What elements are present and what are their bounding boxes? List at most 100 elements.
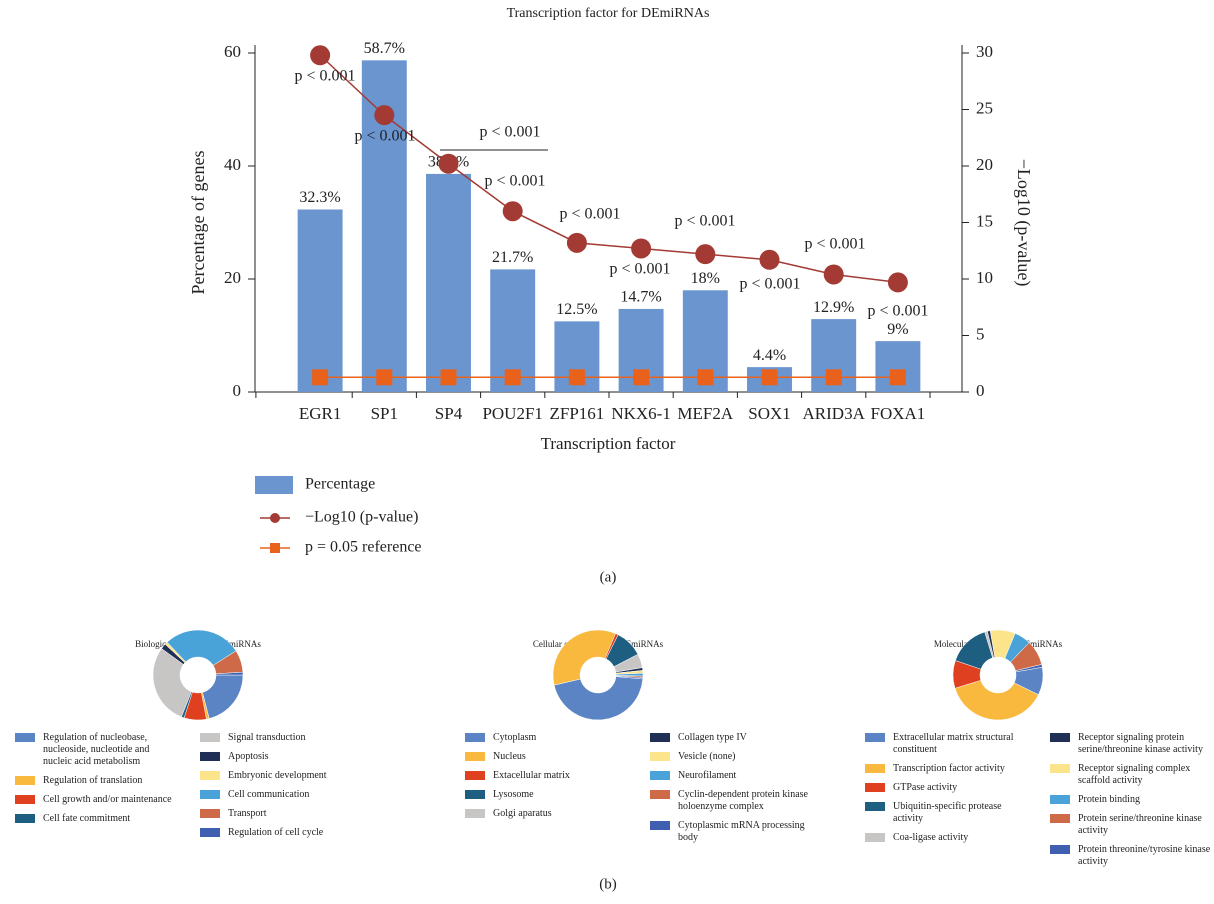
line-point: [374, 105, 395, 126]
legend-swatch: [465, 771, 485, 780]
legend-swatch: [15, 776, 35, 785]
legend-label: Transcription factor activity: [893, 763, 1005, 774]
legend-label: Regulation of translation: [43, 775, 143, 786]
x-tick-label: SP4: [435, 404, 463, 423]
y2-tick-label: 0: [976, 381, 985, 400]
legend-label: Neurofilament: [678, 770, 737, 781]
line-point: [438, 153, 459, 174]
y2-tick-label: 25: [976, 98, 993, 117]
legend-item: Embryonic development: [200, 770, 363, 782]
legend-item: Cytoplasmic mRNA processing body: [650, 820, 813, 844]
legend-swatch: [465, 809, 485, 818]
line-point: [823, 264, 844, 285]
legend-label: Coa-ligase activity: [893, 832, 969, 843]
bar-value-label: 14.7%: [620, 289, 661, 306]
pie-slice: [954, 680, 1039, 721]
legend-marker: [270, 543, 280, 553]
legend-item: Cell communication: [200, 789, 363, 801]
y-tick-label: 20: [224, 268, 241, 287]
legend-item: GTPase activity: [865, 782, 1028, 794]
legend-item: Cytoplasm: [465, 732, 628, 744]
legend-item: Coa-ligase activity: [865, 832, 1028, 844]
p-annotation: p < 0.001: [674, 213, 735, 230]
legend-item: Receptor signaling protein serine/threon…: [1050, 732, 1213, 756]
legend-label: p = 0.05 reference: [305, 539, 422, 556]
bar-value-label: 9%: [887, 321, 908, 338]
legend-label: GTPase activity: [893, 782, 958, 793]
legend-item: Neurofilament: [650, 770, 813, 782]
legend-item: Cyclin-dependent protein kinase holoenzy…: [650, 789, 813, 813]
line-point: [566, 232, 587, 253]
bar-value-label: 18%: [691, 270, 720, 287]
legend-item: Protein binding: [1050, 794, 1213, 806]
ref-point: [312, 369, 329, 386]
pie-slice: [166, 629, 237, 666]
legend-swatch: [1050, 795, 1070, 804]
ref-point: [761, 369, 778, 386]
legend-item: Nucleus: [465, 751, 628, 763]
legend-item: Regulation of nucleobase, nucleoside, nu…: [15, 732, 178, 768]
legend-item: Extacellular matrix: [465, 770, 628, 782]
y2-tick-label: 5: [976, 324, 985, 343]
bar-value-label: 32.3%: [299, 189, 340, 206]
y2-axis-label: −Log10 (p-value): [1013, 159, 1034, 287]
pie-slice: [552, 629, 616, 686]
legend-item: Lysosome: [465, 789, 628, 801]
line-point: [759, 249, 780, 270]
legend-swatch: [650, 771, 670, 780]
x-tick-label: SOX1: [748, 404, 791, 423]
line-point: [502, 201, 523, 222]
legend-swatch: [200, 790, 220, 799]
legend-label: Percentage: [305, 476, 375, 493]
ref-point: [568, 369, 585, 386]
legend-item: Ubiquitin-specific protease activity: [865, 801, 1028, 825]
p-annotation: p < 0.001: [867, 303, 928, 320]
line-point: [887, 272, 908, 293]
p-annotation: p < 0.001: [609, 261, 670, 278]
pie-slice: [615, 675, 644, 680]
legend-item: Extracellular matrix structural constitu…: [865, 732, 1028, 756]
legend-item: Regulation of cell cycle: [200, 827, 363, 839]
legend-label: Cell communication: [228, 789, 310, 800]
p-annotation: p < 0.001: [559, 206, 620, 223]
x-tick-label: MEF2A: [677, 404, 733, 423]
p-annotation: p < 0.001: [354, 128, 415, 145]
chart-title: Transcription factor for DEmiRNAs: [507, 6, 710, 21]
legend-swatch: [200, 828, 220, 837]
legend-swatch: [15, 733, 35, 742]
ref-point: [504, 369, 521, 386]
legend-swatch: [865, 833, 885, 842]
legend-label: Transport: [228, 808, 267, 819]
y2-tick-label: 30: [976, 42, 993, 61]
bar: [426, 173, 471, 392]
legend-marker: [270, 513, 280, 523]
legend-label: Lysosome: [493, 789, 534, 800]
y2-tick-label: 10: [976, 268, 993, 287]
line: [319, 54, 898, 284]
legend-label: Regulation of nucleobase, nucleoside, nu…: [43, 732, 150, 767]
legend-label: Cytoplasmic mRNA processing body: [678, 820, 805, 843]
legend-label: Extracellular matrix structural constitu…: [893, 732, 1014, 755]
legend-item: Signal transduction: [200, 732, 363, 744]
legend-swatch: [865, 783, 885, 792]
p-annotation: p < 0.001: [804, 236, 865, 253]
ref-point: [633, 369, 650, 386]
legend-swatch: [865, 733, 885, 742]
ref-point: [440, 369, 457, 386]
legend-label: Extacellular matrix: [493, 770, 570, 781]
legend-swatch: [650, 790, 670, 799]
legend-swatch: [200, 771, 220, 780]
legend-swatch: [465, 733, 485, 742]
legend-swatch: [200, 733, 220, 742]
legend-swatch: [1050, 764, 1070, 773]
line-point: [631, 238, 652, 259]
x-tick-label: EGR1: [299, 404, 342, 423]
legend-label: Ubiquitin-specific protease activity: [893, 801, 1002, 824]
legend-item: Cell growth and/or maintenance: [15, 794, 178, 806]
legend-label: Cell fate commitment: [43, 813, 131, 824]
legend-item: Protein serine/threonine kinase activity: [1050, 813, 1213, 837]
legend-label: Protein serine/threonine kinase activity: [1078, 813, 1202, 836]
x-axis-label: Transcription factor: [541, 434, 676, 453]
legend-label: Embryonic development: [228, 770, 327, 781]
